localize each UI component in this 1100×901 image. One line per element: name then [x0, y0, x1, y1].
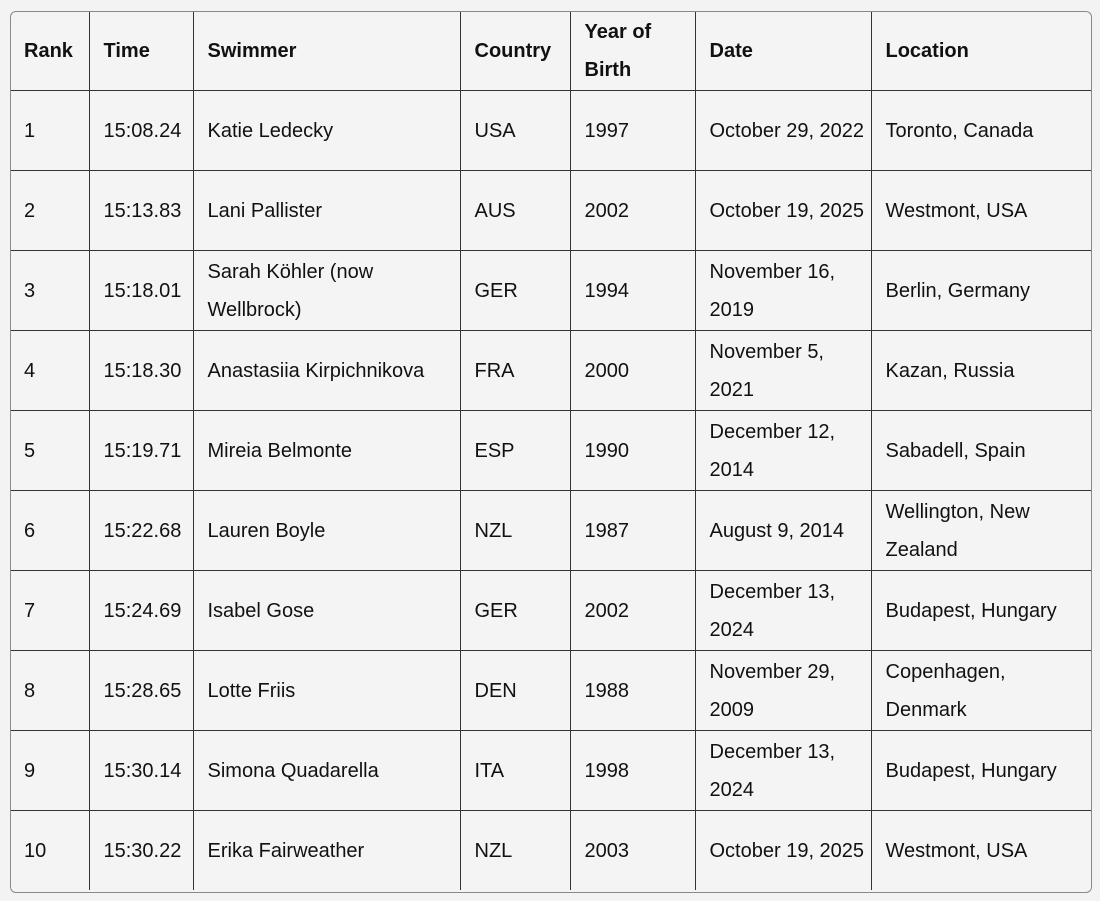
cell-swimmer: Sarah Köhler (now Wellbrock) [192, 250, 461, 331]
table-container: Rank Time Swimmer Country Year of Birth Date L… [10, 11, 1092, 893]
cell-rank: 8 [11, 650, 90, 731]
cell-year-of-birth: 1997 [569, 90, 696, 171]
cell-location: Toronto, Canada [870, 90, 1091, 171]
cell-swimmer: Katie Ledecky [192, 90, 461, 171]
cell-country: USA [459, 90, 571, 171]
cell-country: ESP [459, 410, 571, 491]
cell-time: 15:19.71 [88, 410, 194, 491]
cell-country: DEN [459, 650, 571, 731]
cell-swimmer: Mireia Belmonte [192, 410, 461, 491]
cell-time: 15:13.83 [88, 170, 194, 251]
cell-year-of-birth: 1988 [569, 650, 696, 731]
cell-country: GER [459, 570, 571, 651]
table-row: 8 15:28.65 Lotte Friis DEN 1988 November 29, … [11, 650, 1091, 731]
table-row: 4 15:18.30 Anastasiia Kirpichnikova FRA 2000… [11, 330, 1091, 411]
table-row: 2 15:13.83 Lani Pallister AUS 2002 October 19… [11, 170, 1091, 251]
header-year-of-birth: Year of Birth [569, 12, 696, 91]
cell-rank: 1 [11, 90, 90, 171]
cell-date: December 13, 2024 [694, 570, 872, 651]
cell-location: Wellington, New Zealand [870, 490, 1091, 571]
cell-swimmer: Erika Fairweather [192, 810, 461, 890]
cell-swimmer: Lotte Friis [192, 650, 461, 731]
header-location: Location [870, 12, 1091, 91]
cell-time: 15:30.22 [88, 810, 194, 890]
cell-country: ITA [459, 730, 571, 811]
cell-country: NZL [459, 490, 571, 571]
cell-year-of-birth: 2003 [569, 810, 696, 890]
cell-year-of-birth: 2000 [569, 330, 696, 411]
cell-swimmer: Lani Pallister [192, 170, 461, 251]
header-country: Country [459, 12, 571, 91]
cell-location: Copenhagen, Denmark [870, 650, 1091, 731]
table-row: 5 15:19.71 Mireia Belmonte ESP 1990 December … [11, 410, 1091, 491]
cell-year-of-birth: 1987 [569, 490, 696, 571]
cell-time: 15:18.30 [88, 330, 194, 411]
cell-date: November 16, 2019 [694, 250, 872, 331]
cell-date: December 12, 2014 [694, 410, 872, 491]
cell-location: Sabadell, Spain [870, 410, 1091, 491]
cell-location: Budapest, Hungary [870, 730, 1091, 811]
header-row: Rank Time Swimmer Country Year of Birth Date L… [11, 12, 1091, 91]
cell-time: 15:28.65 [88, 650, 194, 731]
cell-rank: 10 [11, 810, 90, 890]
table-row: 3 15:18.01 Sarah Köhler (now Wellbrock) GER… [11, 250, 1091, 331]
cell-time: 15:08.24 [88, 90, 194, 171]
cell-location: Westmont, USA [870, 170, 1091, 251]
header-time: Time [88, 12, 194, 91]
cell-year-of-birth: 2002 [569, 570, 696, 651]
table-body: 1 15:08.24 Katie Ledecky USA 1997 October 29,… [11, 90, 1091, 890]
cell-swimmer: Anastasiia Kirpichnikova [192, 330, 461, 411]
cell-date: October 19, 2025 [694, 170, 872, 251]
cell-date: November 5, 2021 [694, 330, 872, 411]
cell-rank: 6 [11, 490, 90, 571]
cell-swimmer: Simona Quadarella [192, 730, 461, 811]
cell-rank: 5 [11, 410, 90, 491]
table-row: 6 15:22.68 Lauren Boyle NZL 1987 August 9, 20… [11, 490, 1091, 571]
cell-date: December 13, 2024 [694, 730, 872, 811]
cell-rank: 7 [11, 570, 90, 651]
table-row: 10 15:30.22 Erika Fairweather NZL 2003 Octobe… [11, 810, 1091, 890]
cell-year-of-birth: 1998 [569, 730, 696, 811]
cell-time: 15:24.69 [88, 570, 194, 651]
rankings-table: Rank Time Swimmer Country Year of Birth Date L… [11, 12, 1091, 890]
table-row: 9 15:30.14 Simona Quadarella ITA 1998 Decembe… [11, 730, 1091, 811]
cell-year-of-birth: 1994 [569, 250, 696, 331]
cell-year-of-birth: 2002 [569, 170, 696, 251]
cell-swimmer: Lauren Boyle [192, 490, 461, 571]
cell-year-of-birth: 1990 [569, 410, 696, 491]
header-rank: Rank [11, 12, 90, 91]
header-swimmer: Swimmer [192, 12, 461, 91]
cell-country: NZL [459, 810, 571, 890]
cell-location: Kazan, Russia [870, 330, 1091, 411]
cell-country: FRA [459, 330, 571, 411]
cell-rank: 3 [11, 250, 90, 331]
header-date: Date [694, 12, 872, 91]
cell-location: Berlin, Germany [870, 250, 1091, 331]
cell-time: 15:30.14 [88, 730, 194, 811]
cell-time: 15:22.68 [88, 490, 194, 571]
cell-country: AUS [459, 170, 571, 251]
cell-date: October 19, 2025 [694, 810, 872, 890]
cell-swimmer: Isabel Gose [192, 570, 461, 651]
cell-location: Budapest, Hungary [870, 570, 1091, 651]
cell-rank: 4 [11, 330, 90, 411]
cell-time: 15:18.01 [88, 250, 194, 331]
table-row: 1 15:08.24 Katie Ledecky USA 1997 October 29,… [11, 90, 1091, 171]
table-row: 7 15:24.69 Isabel Gose GER 2002 December 13, … [11, 570, 1091, 651]
cell-rank: 2 [11, 170, 90, 251]
cell-date: November 29, 2009 [694, 650, 872, 731]
cell-date: October 29, 2022 [694, 90, 872, 171]
cell-location: Westmont, USA [870, 810, 1091, 890]
cell-rank: 9 [11, 730, 90, 811]
cell-date: August 9, 2014 [694, 490, 872, 571]
cell-country: GER [459, 250, 571, 331]
